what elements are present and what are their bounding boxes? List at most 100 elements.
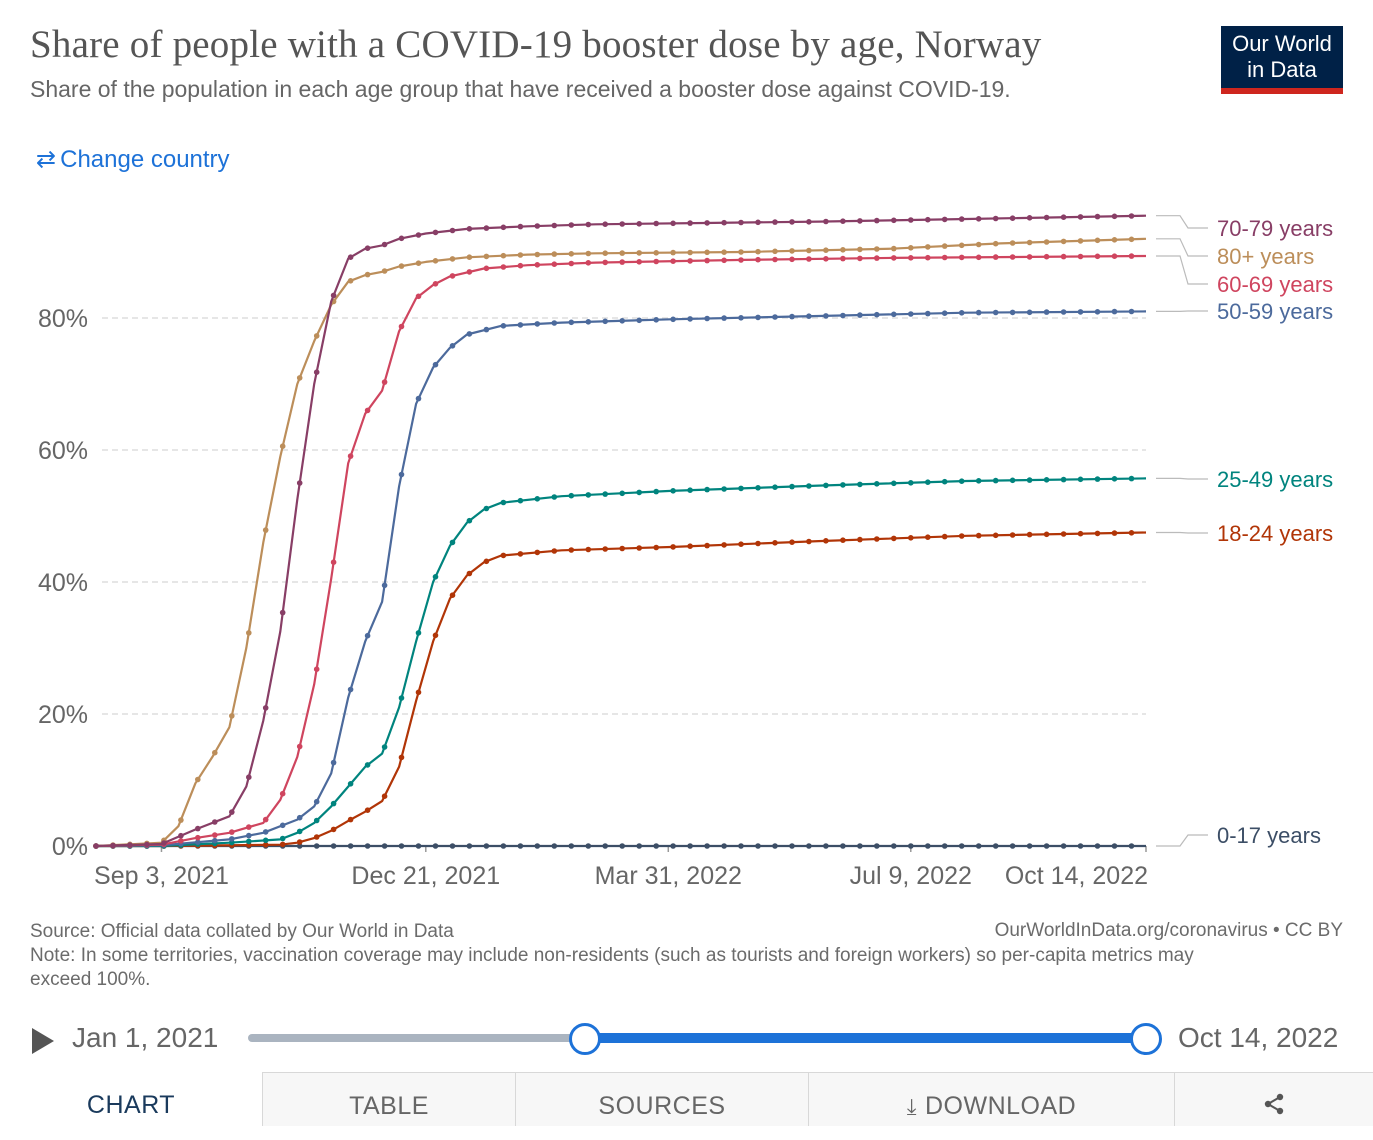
data-point [1010, 240, 1016, 246]
data-point [535, 550, 541, 556]
data-point [1010, 843, 1016, 849]
data-point [704, 843, 710, 849]
tab-table[interactable]: TABLE [262, 1072, 515, 1126]
data-point [280, 842, 286, 848]
share-icon [1262, 1092, 1286, 1116]
data-point [416, 260, 422, 266]
data-point [806, 539, 812, 545]
data-point [1112, 843, 1118, 849]
x-tick-label: Oct 14, 2022 [1005, 862, 1148, 890]
data-point [755, 249, 761, 255]
data-point [484, 266, 490, 272]
data-point [297, 839, 303, 845]
play-icon[interactable] [32, 1028, 54, 1054]
data-point [1129, 476, 1135, 482]
data-point [687, 487, 693, 493]
data-point [857, 247, 863, 253]
data-point [484, 225, 490, 231]
data-point [636, 545, 642, 551]
data-point [959, 843, 965, 849]
tab-download[interactable]: ⤓DOWNLOAD [808, 1072, 1174, 1126]
data-point [1078, 238, 1084, 244]
data-point [1061, 477, 1067, 483]
data-point [535, 262, 541, 268]
tab-chart[interactable]: CHART [0, 1072, 262, 1126]
data-point [789, 219, 795, 225]
data-point [535, 252, 541, 258]
tab-sources[interactable]: SOURCES [515, 1072, 808, 1126]
data-point [348, 817, 354, 823]
data-point [433, 574, 439, 580]
data-point [1078, 843, 1084, 849]
data-point [314, 843, 320, 849]
label-connector [1156, 478, 1208, 479]
data-point [1010, 310, 1016, 316]
data-point [382, 793, 388, 799]
data-point [840, 537, 846, 543]
y-tick-label: 40% [38, 569, 88, 597]
data-point [382, 268, 388, 274]
timeline-start-handle[interactable] [569, 1023, 601, 1055]
data-point [704, 220, 710, 226]
data-point [586, 260, 592, 266]
data-point [704, 543, 710, 549]
data-point [738, 486, 744, 492]
data-point [653, 250, 659, 256]
data-point [840, 218, 846, 224]
data-point [721, 542, 727, 548]
data-point [891, 246, 897, 252]
data-point [450, 343, 456, 349]
data-point [721, 843, 727, 849]
data-point [552, 251, 558, 257]
data-point [297, 829, 303, 835]
data-point [1112, 309, 1118, 315]
data-point [314, 666, 320, 672]
data-point [806, 483, 812, 489]
data-point [993, 533, 999, 539]
data-point [212, 819, 218, 825]
x-tick-label: Mar 31, 2022 [595, 862, 742, 890]
data-point [552, 843, 558, 849]
share-button[interactable] [1174, 1072, 1373, 1126]
data-point [891, 312, 897, 318]
data-point [586, 492, 592, 498]
data-point [552, 494, 558, 500]
data-point [976, 533, 982, 539]
data-point [772, 249, 778, 255]
data-point [1044, 477, 1050, 483]
data-point [789, 539, 795, 545]
footer-link[interactable]: OurWorldInData.org/coronavirus • CC BY [995, 920, 1343, 942]
data-point [1061, 214, 1067, 220]
data-point [619, 259, 625, 265]
timeline-end-handle[interactable] [1130, 1023, 1162, 1055]
label-connector [1156, 216, 1208, 228]
data-point [297, 815, 303, 821]
data-point [942, 479, 948, 485]
data-point [246, 824, 252, 830]
data-point [212, 832, 218, 838]
data-point [399, 755, 405, 761]
data-point [467, 571, 473, 577]
data-point [993, 241, 999, 247]
data-point [806, 256, 812, 262]
data-point [891, 218, 897, 224]
data-point [280, 823, 286, 829]
data-point [602, 843, 608, 849]
data-point [738, 257, 744, 263]
data-point [925, 255, 931, 261]
label-connector [1156, 239, 1208, 256]
y-tick-label: 80% [38, 305, 88, 333]
data-point [535, 321, 541, 327]
data-point [365, 272, 371, 278]
data-point [535, 496, 541, 502]
data-point [823, 483, 829, 489]
data-point [280, 836, 286, 842]
data-point [1027, 240, 1033, 246]
data-point [586, 547, 592, 553]
data-point [93, 843, 99, 849]
data-point [721, 315, 727, 321]
data-point [891, 843, 897, 849]
data-point [806, 248, 812, 254]
data-point [789, 314, 795, 320]
